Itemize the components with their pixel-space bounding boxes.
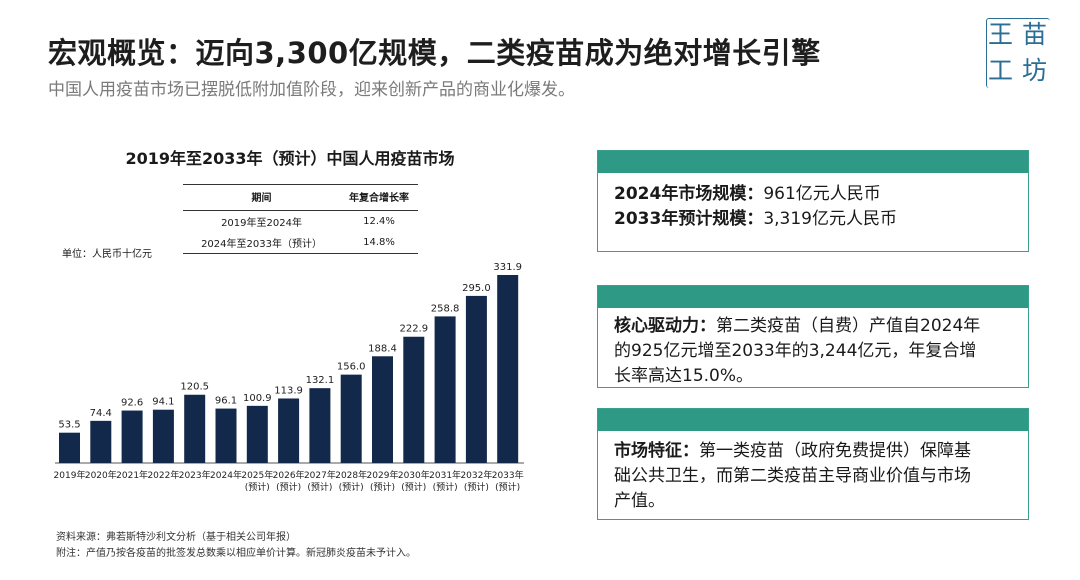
x-tick-label: 2032年 bbox=[460, 469, 492, 481]
data-label: 113.9 bbox=[274, 385, 303, 396]
bar-chart: 53.5 2019年 74.4 2020年 92.6 2021年 94.1 2022年 120.… bbox=[54, 262, 524, 493]
bar bbox=[497, 275, 519, 463]
data-label: 94.1 bbox=[152, 397, 174, 408]
card-accent-bar bbox=[598, 286, 1028, 308]
cagr-rate: 12.4% bbox=[363, 216, 395, 227]
page-title: 宏观概览：迈向3,300亿规模，二类疫苗成为绝对增长引擎 bbox=[48, 36, 821, 70]
x-tick-label: (预计) bbox=[464, 481, 489, 493]
x-tick-label: 2022年 bbox=[147, 469, 179, 481]
logo-char: 王 bbox=[988, 20, 1014, 49]
bar bbox=[121, 410, 143, 463]
cagr-table: 期间 年复合增长率 2019年至2024年 12.4% 2024年至2033年（… bbox=[183, 184, 418, 254]
data-label: 53.5 bbox=[58, 420, 80, 431]
data-label: 132.1 bbox=[306, 375, 335, 386]
brand-logo: 王 苗 工 坊 bbox=[986, 18, 1052, 90]
x-tick-label: 2029年 bbox=[367, 469, 399, 481]
chart-title: 2019年至2033年（预计）中国人用疫苗市场 bbox=[125, 149, 455, 168]
card-text: 础公共卫生，而第二类疫苗主导商业价值与市场 bbox=[614, 466, 971, 486]
source-line: 资料来源：弗若斯特沙利文分析（基于相关公司年报） bbox=[56, 532, 296, 543]
x-tick-label: (预计) bbox=[433, 481, 458, 493]
logo-char: 坊 bbox=[1022, 56, 1048, 85]
bar bbox=[152, 409, 174, 463]
card-value: 3,319亿元人民币 bbox=[763, 209, 897, 229]
card-text: 第二类疫苗（自费）产值自2024年 bbox=[716, 316, 981, 336]
source-note: 资料来源：弗若斯特沙利文分析（基于相关公司年报） 附注：产值乃按各疫苗的批签发总… bbox=[56, 530, 416, 562]
market-size-card: 2024年市场规模：961亿元人民币 2033年预计规模：3,319亿元人民币 bbox=[597, 150, 1029, 252]
card-label: 核心驱动力： bbox=[614, 316, 716, 336]
bar bbox=[309, 388, 331, 463]
cagr-header-rate: 年复合增长率 bbox=[340, 184, 418, 211]
card-text: 产值。 bbox=[614, 491, 665, 511]
x-tick-label: 2030年 bbox=[398, 469, 430, 481]
bar bbox=[59, 432, 80, 463]
card-accent-bar bbox=[598, 409, 1028, 431]
bar bbox=[215, 408, 237, 463]
x-tick-label: (预计) bbox=[370, 481, 395, 493]
data-label: 74.4 bbox=[90, 408, 112, 419]
x-tick-label: (预计) bbox=[495, 481, 520, 493]
data-label: 156.0 bbox=[337, 362, 366, 373]
x-tick-label: 2023年 bbox=[179, 469, 211, 481]
bar bbox=[90, 420, 112, 463]
footnote-line: 附注：产值乃按各疫苗的批签发总数乘以相应单价计算。新冠肺炎疫苗未予计入。 bbox=[56, 548, 416, 559]
x-tick-label: 2026年 bbox=[273, 469, 305, 481]
cagr-header-period: 期间 bbox=[183, 184, 341, 211]
bar bbox=[246, 405, 268, 463]
x-tick-label: 2025年 bbox=[241, 469, 273, 481]
core-driver-card: 核心驱动力：第二类疫苗（自费）产值自2024年 的925亿元增至2033年的3,… bbox=[597, 285, 1029, 388]
card-label: 2033年预计规模： bbox=[614, 209, 764, 229]
data-label: 120.5 bbox=[180, 382, 209, 393]
card-text: 长率高达15.0%。 bbox=[614, 366, 754, 386]
data-label: 188.4 bbox=[368, 343, 397, 354]
data-label: 258.8 bbox=[431, 303, 460, 314]
card-label: 市场特征： bbox=[614, 441, 699, 461]
x-tick-label: 2019年 bbox=[54, 469, 86, 481]
unit-label: 单位：人民币十亿元 bbox=[62, 249, 152, 260]
card-label: 2024年市场规模： bbox=[614, 184, 764, 204]
x-tick-label: (预计) bbox=[245, 481, 270, 493]
data-label: 331.9 bbox=[493, 262, 522, 273]
x-tick-label: 2020年 bbox=[85, 469, 117, 481]
cagr-rate: 14.8% bbox=[340, 232, 418, 254]
data-label: 100.9 bbox=[243, 393, 272, 404]
x-tick-label: (预计) bbox=[307, 481, 332, 493]
data-label: 222.9 bbox=[399, 324, 428, 335]
cagr-period: 2019年至2024年 bbox=[221, 218, 302, 229]
bar bbox=[184, 394, 206, 463]
logo-char: 工 bbox=[988, 56, 1014, 85]
x-tick-label: 2028年 bbox=[335, 469, 367, 481]
bar bbox=[403, 336, 425, 463]
logo-char: 苗 bbox=[1022, 20, 1048, 49]
bar bbox=[465, 295, 487, 463]
card-text: 的925亿元增至2033年的3,244亿元，年复合增 bbox=[614, 341, 977, 361]
data-label: 92.6 bbox=[121, 398, 143, 409]
x-tick-label: (预计) bbox=[401, 481, 426, 493]
x-tick-label: 2024年 bbox=[210, 469, 242, 481]
data-label: 295.0 bbox=[462, 283, 491, 294]
data-label: 96.1 bbox=[215, 396, 237, 407]
bar bbox=[340, 374, 362, 463]
x-tick-label: 2021年 bbox=[116, 469, 148, 481]
x-tick-label: 2027年 bbox=[304, 469, 336, 481]
page-subtitle: 中国人用疫苗市场已摆脱低附加值阶段，迎来创新产品的商业化爆发。 bbox=[48, 80, 575, 100]
cagr-period: 2024年至2033年（预计） bbox=[183, 232, 341, 254]
x-tick-label: (预计) bbox=[339, 481, 364, 493]
bar bbox=[372, 356, 393, 463]
x-tick-label: 2033年 bbox=[492, 469, 524, 481]
bar bbox=[434, 316, 456, 463]
bar bbox=[278, 398, 300, 463]
x-tick-label: 2031年 bbox=[429, 469, 461, 481]
market-feature-card: 市场特征：第一类疫苗（政府免费提供）保障基 础公共卫生，而第二类疫苗主导商业价值… bbox=[597, 408, 1029, 520]
card-value: 961亿元人民币 bbox=[763, 184, 881, 204]
x-tick-label: (预计) bbox=[276, 481, 301, 493]
card-text: 第一类疫苗（政府免费提供）保障基 bbox=[699, 441, 971, 461]
card-accent-bar bbox=[598, 151, 1028, 173]
